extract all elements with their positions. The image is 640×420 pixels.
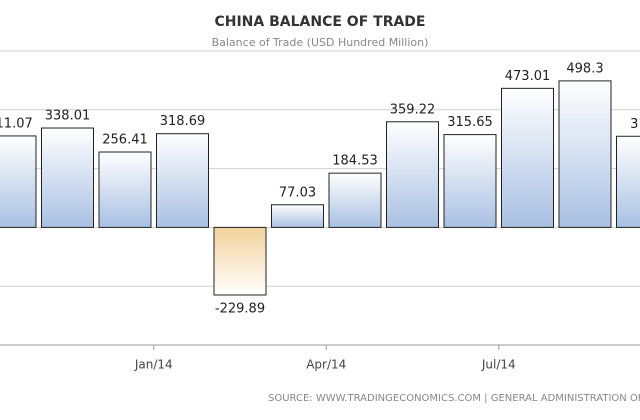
value-label: 310 xyxy=(630,117,640,132)
value-label: -229.89 xyxy=(215,301,265,316)
value-label: 498.3 xyxy=(566,61,603,76)
x-tick-label: Apr/14 xyxy=(306,358,346,372)
value-label: 77.03 xyxy=(279,185,316,200)
x-tick-label: Jan/14 xyxy=(134,358,173,372)
bar xyxy=(443,134,497,228)
chart-subtitle: Balance of Trade (USD Hundred Million) xyxy=(212,36,429,49)
bar xyxy=(271,204,324,228)
source-note: SOURCE: WWW.TRADINGECONOMICS.COM | GENER… xyxy=(268,393,640,404)
value-label: 318.69 xyxy=(160,114,206,129)
bar xyxy=(98,151,152,228)
value-label: 359.22 xyxy=(390,102,436,117)
bar xyxy=(558,80,612,228)
bar xyxy=(156,133,209,228)
chart-title: CHINA BALANCE OF TRADE xyxy=(214,14,425,30)
value-label: 311.07 xyxy=(0,116,33,131)
bar xyxy=(616,135,640,228)
x-tick-label: Jul/14 xyxy=(481,358,516,372)
bar xyxy=(41,127,94,228)
value-label: 184.53 xyxy=(332,154,378,169)
bar xyxy=(328,172,382,228)
bar xyxy=(213,226,267,296)
bar xyxy=(0,135,37,228)
bar xyxy=(501,87,554,228)
value-label: 473.01 xyxy=(505,69,551,84)
bar xyxy=(386,121,439,228)
value-label: 315.65 xyxy=(447,115,493,130)
value-label: 256.41 xyxy=(102,133,148,148)
value-label: 338.01 xyxy=(45,109,91,124)
